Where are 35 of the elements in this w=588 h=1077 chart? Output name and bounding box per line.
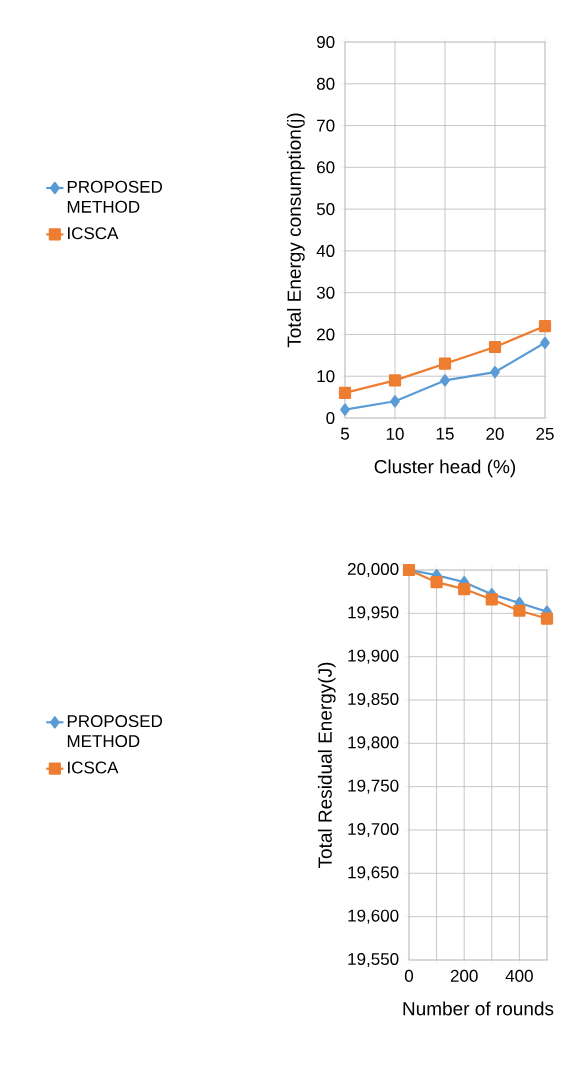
x-tick-label: 200 [450, 969, 478, 982]
x-tick-label: 0 [404, 969, 414, 982]
legend-label: ICSCA [68, 227, 119, 240]
y-tick-label: 70 [317, 119, 335, 132]
legend-label: ICSCA [68, 761, 119, 774]
y-tick-label: 19,550 [348, 952, 399, 968]
y-tick-label: 10 [317, 370, 335, 383]
y-axis-title: Total Energy consumption(j) [286, 113, 305, 348]
x-tick-label: 20 [486, 427, 504, 440]
y-axis-title: Total Residual Energy(J) [317, 662, 336, 869]
y-tick-label: 19,850 [348, 692, 399, 708]
y-tick-label: 20,000 [347, 562, 399, 578]
y-tick-label: 40 [316, 244, 335, 257]
x-tick-label: 25 [536, 427, 554, 440]
y-tick-label: 19,800 [348, 736, 399, 751]
y-tick-label: 60 [317, 161, 335, 174]
y-tick-label: 19,700 [348, 822, 399, 838]
x-axis-title: Cluster head (%) [374, 459, 516, 478]
y-tick-label: 19,750 [348, 779, 399, 794]
y-tick-label: 30 [316, 286, 335, 299]
y-tick-label: 19,900 [348, 649, 399, 664]
y-tick-label: 90 [317, 35, 335, 49]
legend-label: PROPOSED METHOD [67, 715, 163, 748]
y-tick-label: 0 [326, 411, 335, 425]
x-tick-label: 400 [505, 969, 533, 982]
x-axis-title: Number of rounds [403, 1001, 554, 1016]
y-tick-label: 50 [316, 203, 335, 216]
y-tick-label: 20 [317, 328, 335, 341]
x-tick-label: 15 [436, 427, 454, 440]
y-tick-label: 19,600 [348, 909, 399, 924]
x-tick-label: 5 [340, 427, 349, 440]
y-tick-label: 19,650 [348, 866, 399, 881]
y-tick-label: 19,950 [348, 606, 399, 621]
legend-label: PROPOSED METHOD [67, 180, 163, 213]
y-tick-label: 80 [316, 77, 335, 90]
